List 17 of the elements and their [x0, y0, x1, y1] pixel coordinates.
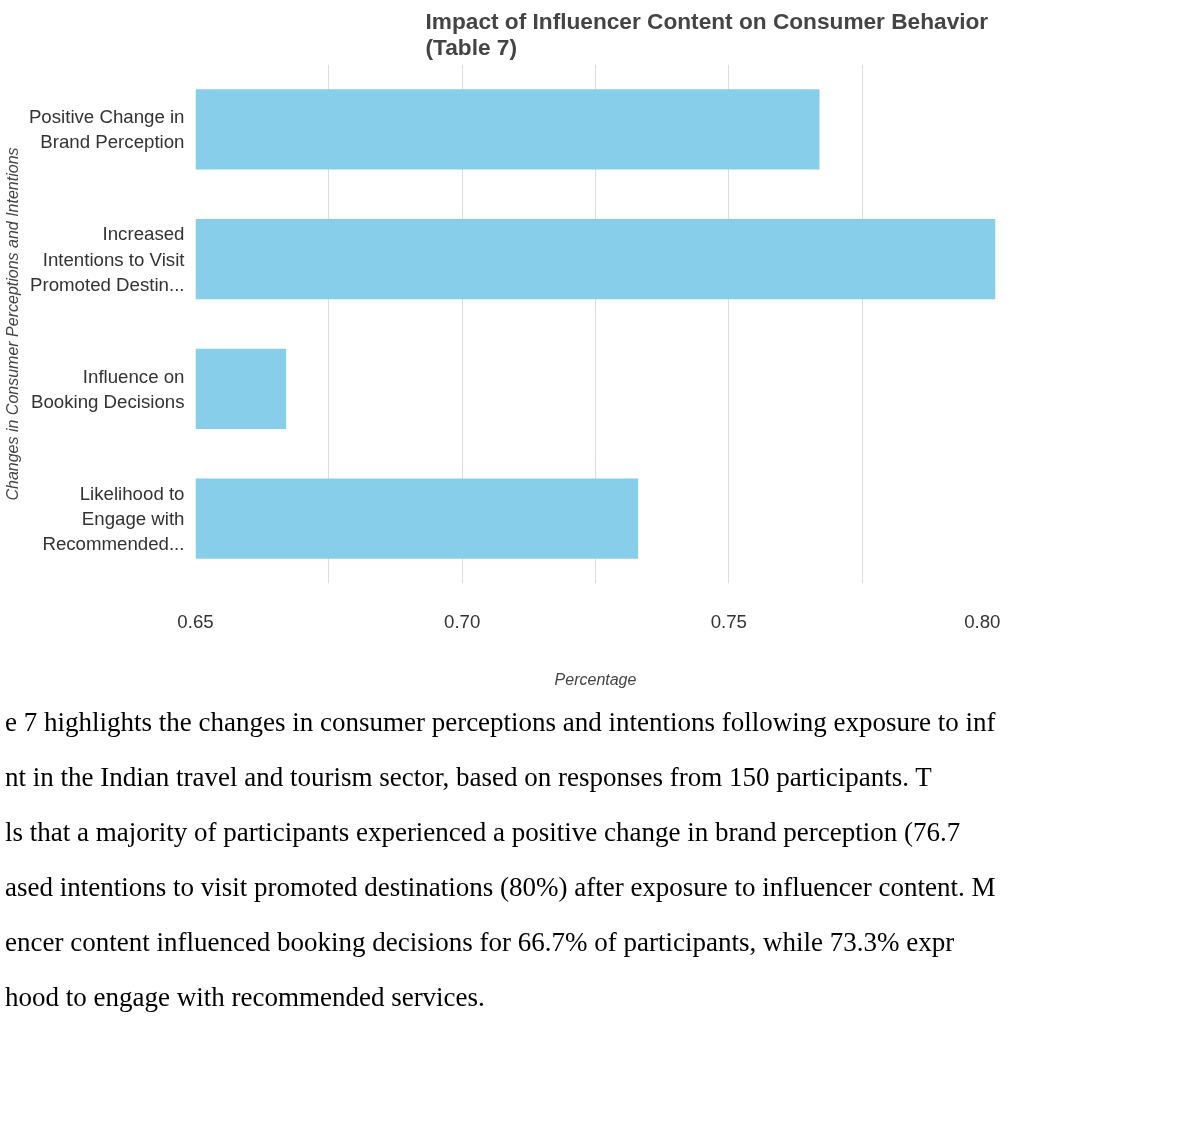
text: e 7 highlights the changes in consumer perceptions and intentions following exposure to inf	[5, 706, 996, 739]
x-axis-title: Percentage	[554, 670, 637, 688]
y-tick-label: Influence on Booking Decisions	[31, 365, 185, 412]
y-tick-label: Increased Intentions to Visit Promoted Destin...	[30, 223, 186, 295]
y-axis-title: Changes in Consumer Perceptions and Intentions	[3, 147, 21, 501]
text: ls that a majority of participants experienced a positive change in brand perception (76.7	[5, 816, 962, 849]
x-tick-label: 0.70	[444, 610, 481, 632]
y-tick-label: Likelihood to Engage with Recommended...	[42, 482, 185, 555]
y-tick-label: Positive Change in Brand Perception	[28, 106, 185, 153]
text: ased intentions to visit promoted destinations (80%) after exposure to influencer content. M	[5, 871, 996, 904]
x-tick-label: 0.65	[177, 610, 214, 632]
x-tick-label: 0.75	[710, 610, 747, 632]
text: encer content influenced booking decisions for 66.7% of participants, while 73.3% expr	[5, 926, 956, 959]
text: nt in the Indian travel and tourism sector, based on responses from 150 participants. T	[5, 761, 933, 794]
text: hood to engage with recommended services.	[5, 981, 486, 1014]
x-tick-label: 0.80	[964, 610, 1001, 632]
chart-title: Impact of Influencer Content on Consumer Behavior (Table 7)	[425, 7, 989, 60]
